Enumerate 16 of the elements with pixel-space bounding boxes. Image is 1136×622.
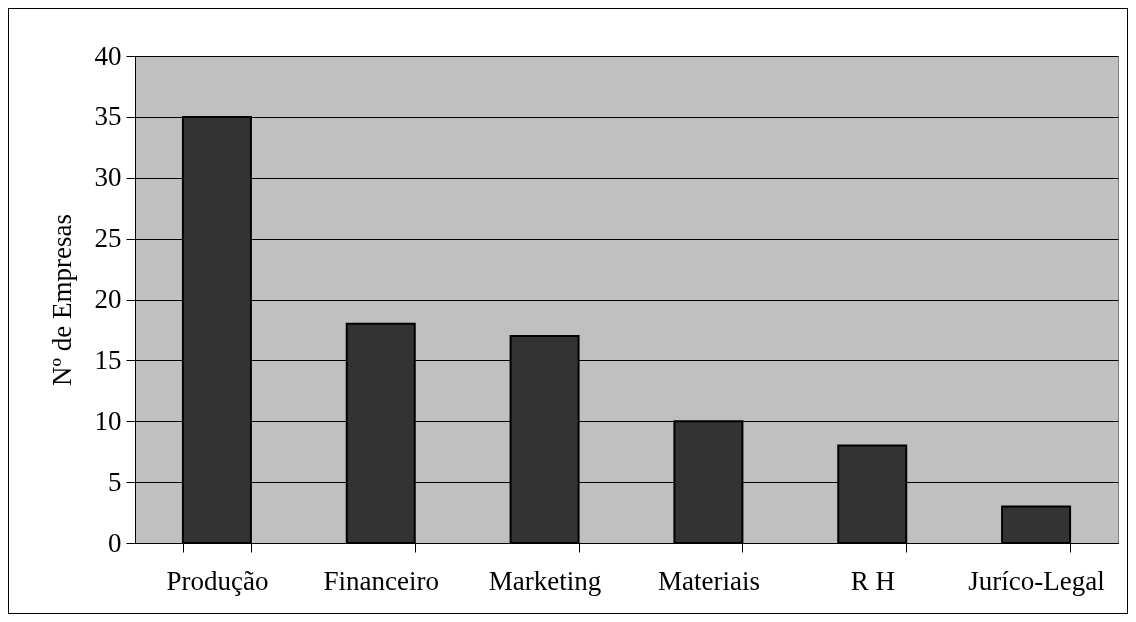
y-tick-label: 10 [94, 405, 122, 436]
x-tick-label: R H [850, 565, 895, 596]
y-tick-label: 15 [94, 344, 122, 375]
x-tick-label: Produção [166, 565, 269, 596]
y-tick-label: 40 [94, 40, 122, 71]
y-tick-label: 5 [108, 466, 122, 497]
y-tick-label: 20 [94, 284, 122, 314]
x-tick-label: Marketing [488, 565, 602, 596]
x-tick-label: Juríco-Legal [968, 565, 1105, 596]
y-tick-label: 30 [94, 162, 122, 193]
y-tick-label: 25 [94, 223, 122, 254]
x-tick-label: Financeiro [323, 565, 439, 596]
y-tick-label: 35 [94, 101, 122, 132]
y-tick-label: 0 [108, 527, 122, 558]
x-tick-label: Materiais [657, 565, 760, 596]
y-axis-title: Nº de Empresas [46, 214, 77, 386]
